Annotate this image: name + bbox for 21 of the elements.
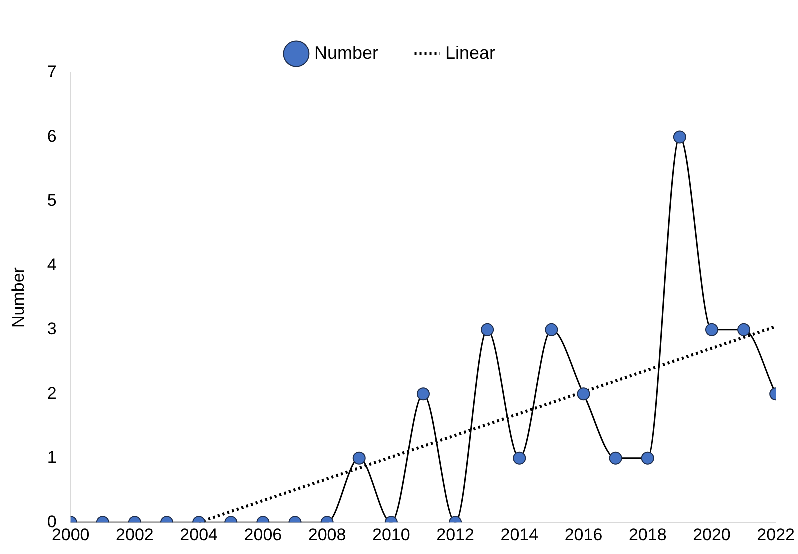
x-tick-label: 2014 xyxy=(500,525,539,544)
x-tick-label: 2002 xyxy=(116,525,154,544)
y-axis-title: Number xyxy=(8,267,28,328)
x-tick-label: 2004 xyxy=(180,525,218,544)
y-tick-label: 5 xyxy=(47,191,57,210)
legend-label: Number xyxy=(314,42,379,63)
y-tick-label: 3 xyxy=(47,320,57,339)
x-tick-label: 2016 xyxy=(564,525,603,544)
y-tick-label: 1 xyxy=(47,448,57,468)
x-tick-label: 2012 xyxy=(436,525,474,544)
y-tick-label: 7 xyxy=(47,62,57,82)
x-tick-label: 2008 xyxy=(308,525,346,544)
y-tick-label: 4 xyxy=(47,255,57,274)
x-tick-label: 2020 xyxy=(693,525,731,544)
y-tick-label: 6 xyxy=(47,126,57,146)
x-tick-label: 2018 xyxy=(628,525,667,544)
legend-label: Linear xyxy=(445,42,496,63)
x-tick-label: 2022 xyxy=(757,525,796,544)
x-tick-label: 2006 xyxy=(244,525,282,544)
x-tick-label: 2010 xyxy=(372,525,410,544)
y-tick-label: 2 xyxy=(47,384,57,403)
